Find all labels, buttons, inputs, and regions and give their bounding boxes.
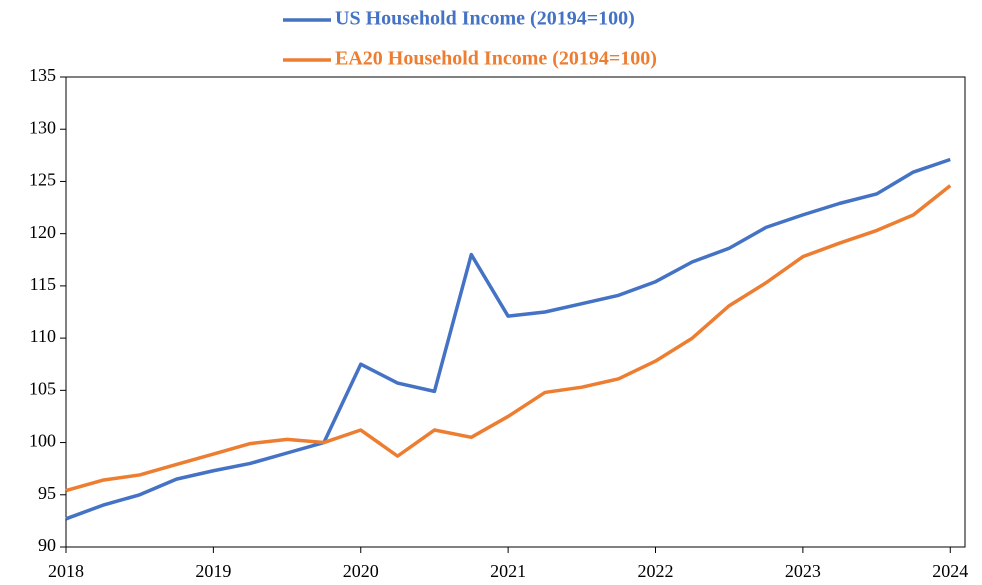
plot-frame [65,76,966,548]
y-tick-label: 120 [29,222,56,242]
x-tick-label: 2018 [48,561,84,581]
x-tick-label: 2023 [785,561,821,581]
x-tick-label: 2020 [343,561,379,581]
y-tick-label: 125 [29,170,56,190]
legend-label: EA20 Household Income (20194=100) [335,48,657,70]
series-line [65,157,951,521]
y-tick-label: 115 [30,274,56,294]
y-tick-label: 130 [29,117,56,137]
y-tick-label: 90 [38,535,56,555]
legend-label: US Household Income (20194=100) [335,8,635,30]
y-tick-label: 100 [29,431,56,451]
y-tick-label: 135 [29,65,56,85]
y-tick-label: 105 [29,378,56,398]
x-tick-label: 2021 [490,561,526,581]
y-tick-label: 95 [38,483,56,503]
x-tick-label: 2022 [638,561,674,581]
x-tick-label: 2024 [932,561,968,581]
series-line [65,184,952,493]
y-tick-label: 110 [30,326,56,346]
x-tick-label: 2019 [195,561,231,581]
